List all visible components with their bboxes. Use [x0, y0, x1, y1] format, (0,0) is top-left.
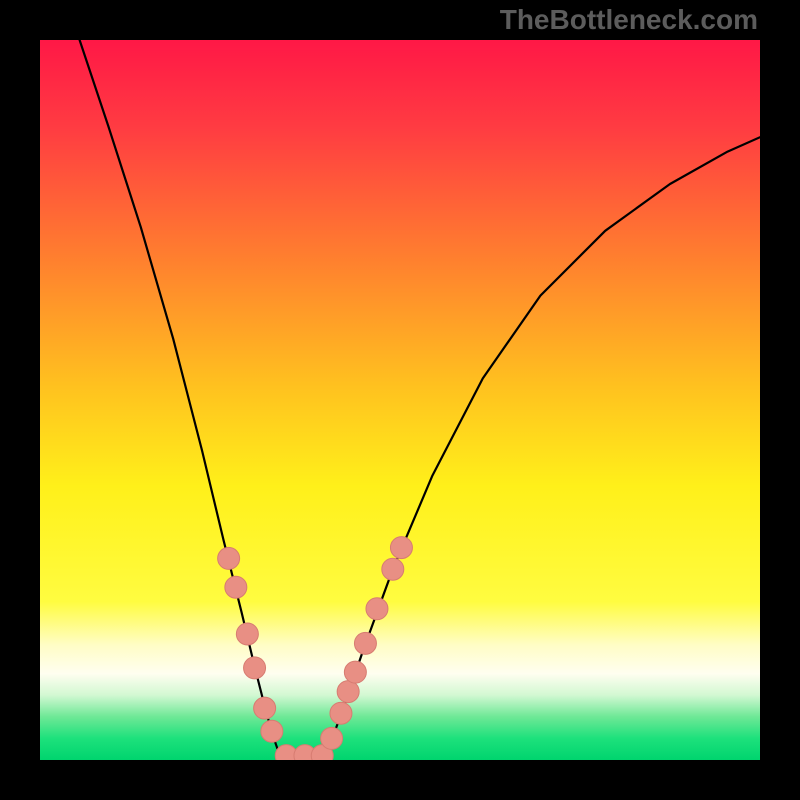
data-marker: [354, 632, 376, 654]
data-marker: [244, 657, 266, 679]
chart-svg: [40, 40, 760, 760]
plot-background: [40, 40, 760, 760]
chart-frame: TheBottleneck.com: [0, 0, 800, 800]
data-marker: [337, 681, 359, 703]
data-marker: [321, 727, 343, 749]
plot-area: [40, 40, 760, 760]
data-marker: [382, 558, 404, 580]
data-marker: [236, 623, 258, 645]
data-marker: [344, 661, 366, 683]
data-marker: [225, 576, 247, 598]
data-marker: [390, 537, 412, 559]
watermark-label: TheBottleneck.com: [500, 4, 758, 36]
data-marker: [366, 598, 388, 620]
data-marker: [218, 547, 240, 569]
data-marker: [261, 720, 283, 742]
data-marker: [254, 697, 276, 719]
data-marker: [330, 702, 352, 724]
